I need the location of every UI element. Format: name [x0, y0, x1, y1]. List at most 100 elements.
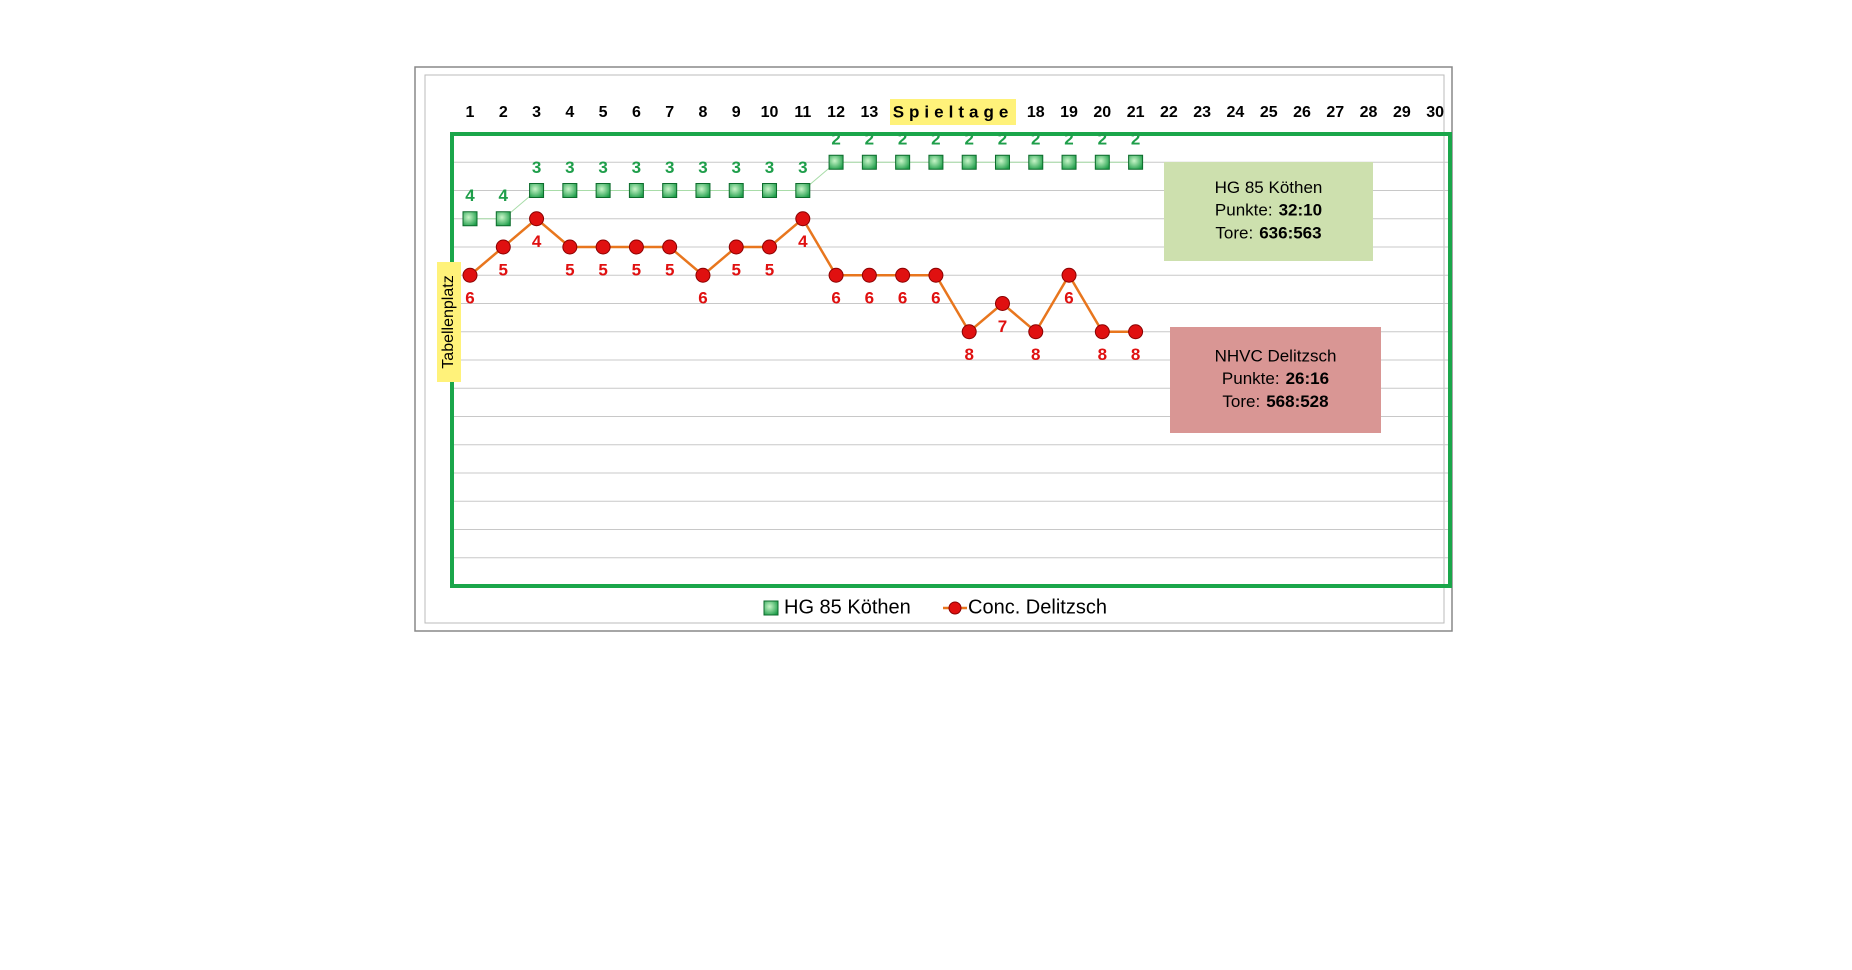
- x-tick-label: 20: [1093, 104, 1111, 121]
- x-tick-label: 3: [532, 104, 541, 121]
- marker: [1128, 154, 1144, 170]
- annotation-value: 26:16: [1286, 369, 1329, 388]
- annotation-title: NHVC Delitzsch: [1215, 346, 1337, 365]
- data-label: 8: [964, 345, 973, 364]
- marker: [728, 183, 744, 198]
- marker: [529, 183, 545, 198]
- marker: [795, 183, 811, 198]
- marker: [994, 296, 1010, 311]
- x-tick-label: 9: [732, 104, 741, 121]
- marker: [1094, 324, 1110, 340]
- x-tick-label: 13: [860, 104, 878, 121]
- marker: [1028, 324, 1044, 340]
- marker: [595, 183, 611, 198]
- marker: [628, 183, 644, 198]
- marker: [695, 267, 711, 283]
- marker: [662, 239, 678, 255]
- data-label: 2: [1131, 130, 1140, 149]
- data-label: 5: [499, 260, 508, 279]
- data-label: 2: [898, 130, 907, 149]
- marker: [795, 211, 811, 227]
- x-tick-label: 11: [794, 104, 811, 121]
- data-label: 2: [1064, 130, 1073, 149]
- data-label: 2: [1098, 130, 1107, 149]
- marker: [895, 267, 911, 283]
- data-label: 3: [798, 158, 807, 177]
- data-label: 5: [598, 260, 607, 279]
- data-label: 3: [565, 158, 574, 177]
- x-tick-label: 28: [1360, 104, 1378, 121]
- annotation-box: [1170, 327, 1381, 433]
- marker: [728, 239, 744, 255]
- x-tick-label: 24: [1227, 104, 1245, 121]
- x-tick-label: 2: [499, 104, 508, 121]
- xlabel-box: [890, 99, 1016, 125]
- x-tick-label: 22: [1160, 104, 1178, 121]
- data-label: 6: [865, 289, 874, 308]
- data-label: 5: [765, 260, 774, 279]
- marker: [1094, 154, 1110, 170]
- data-label: 5: [665, 260, 674, 279]
- data-label: 3: [732, 158, 741, 177]
- marker: [762, 239, 778, 255]
- x-tick-label: 18: [1027, 104, 1045, 121]
- marker: [628, 239, 644, 255]
- data-label: 2: [865, 130, 874, 149]
- data-label: 4: [532, 232, 542, 251]
- marker: [961, 324, 977, 340]
- x-tick-label: 19: [1060, 104, 1078, 121]
- marker: [562, 239, 578, 255]
- x-tick-label: 10: [761, 104, 779, 121]
- annotation-line: Punkte: 26:16: [1222, 369, 1329, 388]
- annotation-key: Punkte:: [1222, 369, 1280, 388]
- legend-marker: [763, 600, 779, 616]
- marker: [828, 154, 844, 170]
- x-tick-label: 5: [599, 104, 608, 121]
- marker: [928, 267, 944, 283]
- marker: [961, 154, 977, 170]
- data-label: 5: [565, 260, 574, 279]
- legend: HG 85 Köthen Conc. Delitzsch: [763, 596, 1107, 618]
- marker: [1061, 267, 1077, 283]
- data-label: 2: [964, 130, 973, 149]
- data-label: 8: [1031, 345, 1040, 364]
- marker: [562, 183, 578, 198]
- ylabel-box: [437, 262, 461, 382]
- annotation-title: HG 85 Köthen: [1215, 178, 1323, 197]
- x-tick-label: 7: [665, 104, 674, 121]
- marker: [1128, 324, 1144, 340]
- x-tick-label: 6: [632, 104, 641, 121]
- data-label: 2: [998, 130, 1007, 149]
- data-label: 2: [1031, 130, 1040, 149]
- x-tick-label: 1: [466, 104, 475, 121]
- data-label: 8: [1098, 345, 1107, 364]
- data-label: 2: [931, 130, 940, 149]
- marker: [529, 211, 545, 227]
- marker: [495, 239, 511, 255]
- marker: [495, 211, 511, 227]
- marker: [828, 267, 844, 283]
- data-label: 6: [1064, 289, 1073, 308]
- annotation-key: Tore:: [1215, 224, 1253, 243]
- x-tick-label: 30: [1426, 104, 1444, 121]
- data-label: 4: [499, 186, 509, 205]
- x-tick-label: 25: [1260, 104, 1278, 121]
- data-label: 8: [1131, 345, 1140, 364]
- y-axis-label: Tabellenplatz: [440, 275, 457, 368]
- marker: [994, 154, 1010, 170]
- annotation-key: Punkte:: [1215, 201, 1273, 220]
- legend-marker: [948, 601, 962, 615]
- marker: [695, 183, 711, 198]
- annotation-value: 32:10: [1279, 201, 1322, 220]
- x-tick-label: 23: [1193, 104, 1211, 121]
- data-label: 6: [698, 289, 707, 308]
- data-label: 3: [698, 158, 707, 177]
- annotation-value: 568:528: [1266, 392, 1328, 411]
- data-label: 3: [598, 158, 607, 177]
- marker: [895, 154, 911, 170]
- data-label: 6: [931, 289, 940, 308]
- marker: [762, 183, 778, 198]
- data-label: 6: [465, 289, 474, 308]
